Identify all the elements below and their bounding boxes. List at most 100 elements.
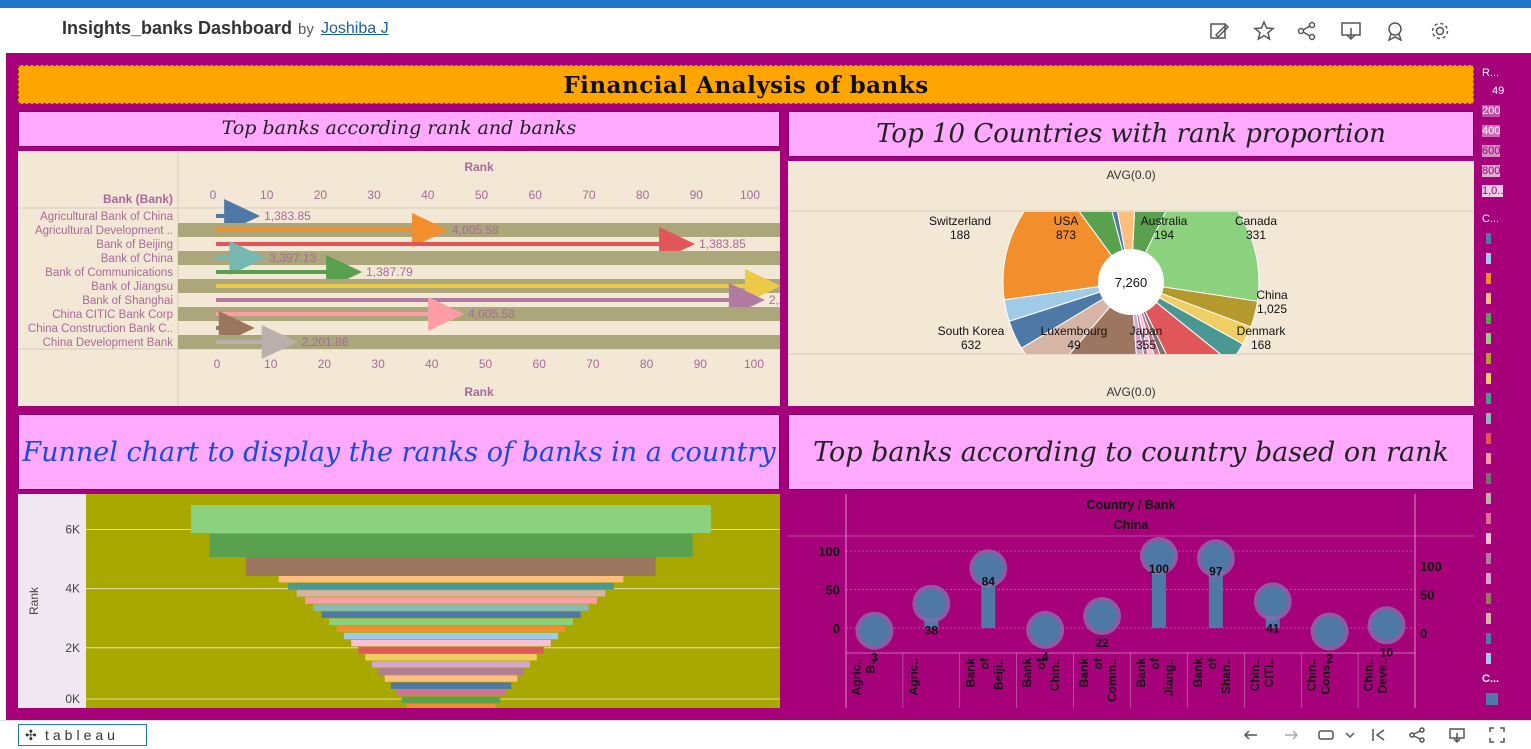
legend-value: 49	[1492, 85, 1505, 97]
x-tick-bottom: 10	[264, 357, 278, 371]
funnel-bar	[390, 682, 512, 689]
tableau-brand[interactable]: ✣ tableau	[18, 724, 147, 746]
author-link[interactable]: Joshiba J	[321, 20, 389, 37]
legend-swatch[interactable]	[1486, 473, 1491, 484]
pie-chart-title: Top 10 Countries with rank proportion	[876, 119, 1386, 149]
rank-arrow-head	[261, 325, 298, 359]
pie-slice-name: China	[1256, 288, 1288, 302]
rank-data-label: 1,383.85	[264, 209, 311, 223]
funnel-bar	[365, 654, 537, 661]
x-tick-top: 20	[314, 188, 328, 202]
revert-icon[interactable]	[1317, 726, 1335, 744]
lolli-y-tick-right: 0	[1420, 626, 1427, 641]
x-tick-bottom: 70	[586, 357, 600, 371]
lolli-dot	[1087, 601, 1118, 632]
lolli-y-tick-left: 100	[818, 544, 840, 559]
pie-axis-label-top: AVG(0.0)	[1106, 168, 1155, 182]
legend-swatch[interactable]	[1486, 453, 1491, 464]
x-tick-top: 100	[740, 188, 760, 202]
legend-swatch[interactable]	[1486, 433, 1491, 444]
legend-swatch[interactable]	[1486, 273, 1491, 284]
legend-swatch-bottom	[1486, 693, 1498, 705]
legend-swatch[interactable]	[1486, 653, 1491, 664]
legend-swatch[interactable]	[1486, 333, 1491, 344]
legend-swatch[interactable]	[1486, 353, 1491, 364]
first-page-icon[interactable]	[1370, 726, 1388, 744]
undo-icon[interactable]	[1242, 726, 1260, 744]
legend-swatch[interactable]	[1486, 613, 1491, 624]
bank-label: Bank of China	[101, 253, 174, 265]
legend-swatch[interactable]	[1486, 573, 1491, 584]
badge-icon[interactable]	[1384, 20, 1406, 42]
pie-slice-name: Luxembourg	[1041, 324, 1108, 338]
legend-swatch[interactable]	[1486, 553, 1491, 564]
lolli-data-label: 38	[925, 624, 939, 638]
lolli-category-label: of	[1034, 657, 1048, 669]
lolli-dot	[1030, 614, 1061, 645]
legend-swatch[interactable]	[1486, 233, 1491, 244]
lolli-category-label: Chin..	[1305, 658, 1319, 691]
rank-arrow-head	[428, 297, 465, 331]
download-footer-icon[interactable]	[1448, 726, 1466, 744]
pie-slice	[1130, 281, 1244, 354]
rank-data-label: 2,201.86	[302, 335, 349, 349]
lolli-data-label: 2	[1326, 651, 1333, 665]
legend-swatch[interactable]	[1486, 373, 1491, 384]
funnel-bar	[278, 576, 624, 583]
legend-swatch[interactable]	[1486, 253, 1491, 264]
lolli-category-label: Bank	[963, 658, 977, 688]
download-icon[interactable]	[1340, 20, 1362, 42]
pie-chart-panel: AVG(0.0) AVG(0.0) 7,260 Canada 331 China 1,025…	[788, 161, 1474, 406]
gear-icon[interactable]	[1429, 20, 1451, 42]
legend-swatch[interactable]	[1486, 413, 1491, 424]
legend-value: 1,0..	[1482, 185, 1504, 197]
pie-slice-name: Australia	[1141, 214, 1188, 228]
lolli-dot	[1143, 541, 1174, 571]
dashboard-banner: Financial Analysis of banks	[18, 65, 1474, 104]
legend-swatch[interactable]	[1486, 533, 1491, 544]
bank-label: Agricultural Bank of China	[40, 211, 174, 223]
funnel-bar	[378, 668, 524, 675]
x-tick-top: 70	[582, 188, 596, 202]
pie-slice-name: South Korea	[938, 324, 1005, 338]
funnel-y-tick: 2K	[65, 641, 80, 655]
lolli-category-label: Chin..	[1362, 658, 1376, 691]
legend-swatch[interactable]	[1486, 633, 1491, 644]
lolli-category-label: of	[1091, 657, 1105, 669]
legend-title-country: C...	[1482, 213, 1500, 225]
color-legend: R... 49 200 400 600 800 1,0.. C... C...	[1480, 53, 1531, 720]
legend-swatch[interactable]	[1486, 393, 1491, 404]
lolli-y-tick-right: 100	[1420, 559, 1442, 574]
edit-icon[interactable]	[1208, 20, 1230, 42]
legend-swatch[interactable]	[1486, 513, 1491, 524]
funnel-bar	[358, 647, 544, 654]
pie-slice	[1130, 212, 1167, 283]
lolli-category-label: of	[1205, 657, 1219, 669]
legend-swatch[interactable]	[1486, 313, 1491, 324]
funnel-bar	[384, 675, 518, 682]
rank-funnel-chart[interactable]: 0K 2K 4K 6K Rank	[18, 494, 780, 749]
star-icon[interactable]	[1253, 20, 1275, 42]
redo-icon[interactable]	[1282, 726, 1300, 744]
lolli-category-label: Jiang..	[1162, 658, 1176, 696]
funnel-y-axis-title: Rank	[27, 586, 41, 615]
rank-arrow-chart[interactable]: Bank (Bank) Rank Rank 0 0 10 10 20 20 30 30 40 40 50 5…	[18, 151, 816, 406]
chevron-down-icon[interactable]	[1344, 726, 1356, 744]
row-band	[178, 335, 780, 349]
fullscreen-icon[interactable]	[1488, 726, 1506, 744]
lolli-dot	[916, 588, 947, 619]
rank-data-label: 4,005.58	[468, 307, 515, 321]
legend-swatch[interactable]	[1486, 593, 1491, 604]
rank-arrow-head	[229, 241, 266, 275]
share-icon[interactable]	[1296, 20, 1318, 42]
rank-chart-title: Top banks according rank and banks	[221, 117, 577, 139]
rank-chart-panel: Bank (Bank) Rank Rank 0 0 10 10 20 20 30 30 40 40 50 5…	[18, 151, 816, 406]
lolli-category-label: Chin..	[1248, 658, 1262, 691]
legend-swatch[interactable]	[1486, 293, 1491, 304]
pie-slice-value: 873	[1056, 228, 1076, 242]
lolli-dot	[1257, 586, 1288, 617]
legend-swatch[interactable]	[1486, 493, 1491, 504]
share-footer-icon[interactable]	[1408, 726, 1426, 744]
